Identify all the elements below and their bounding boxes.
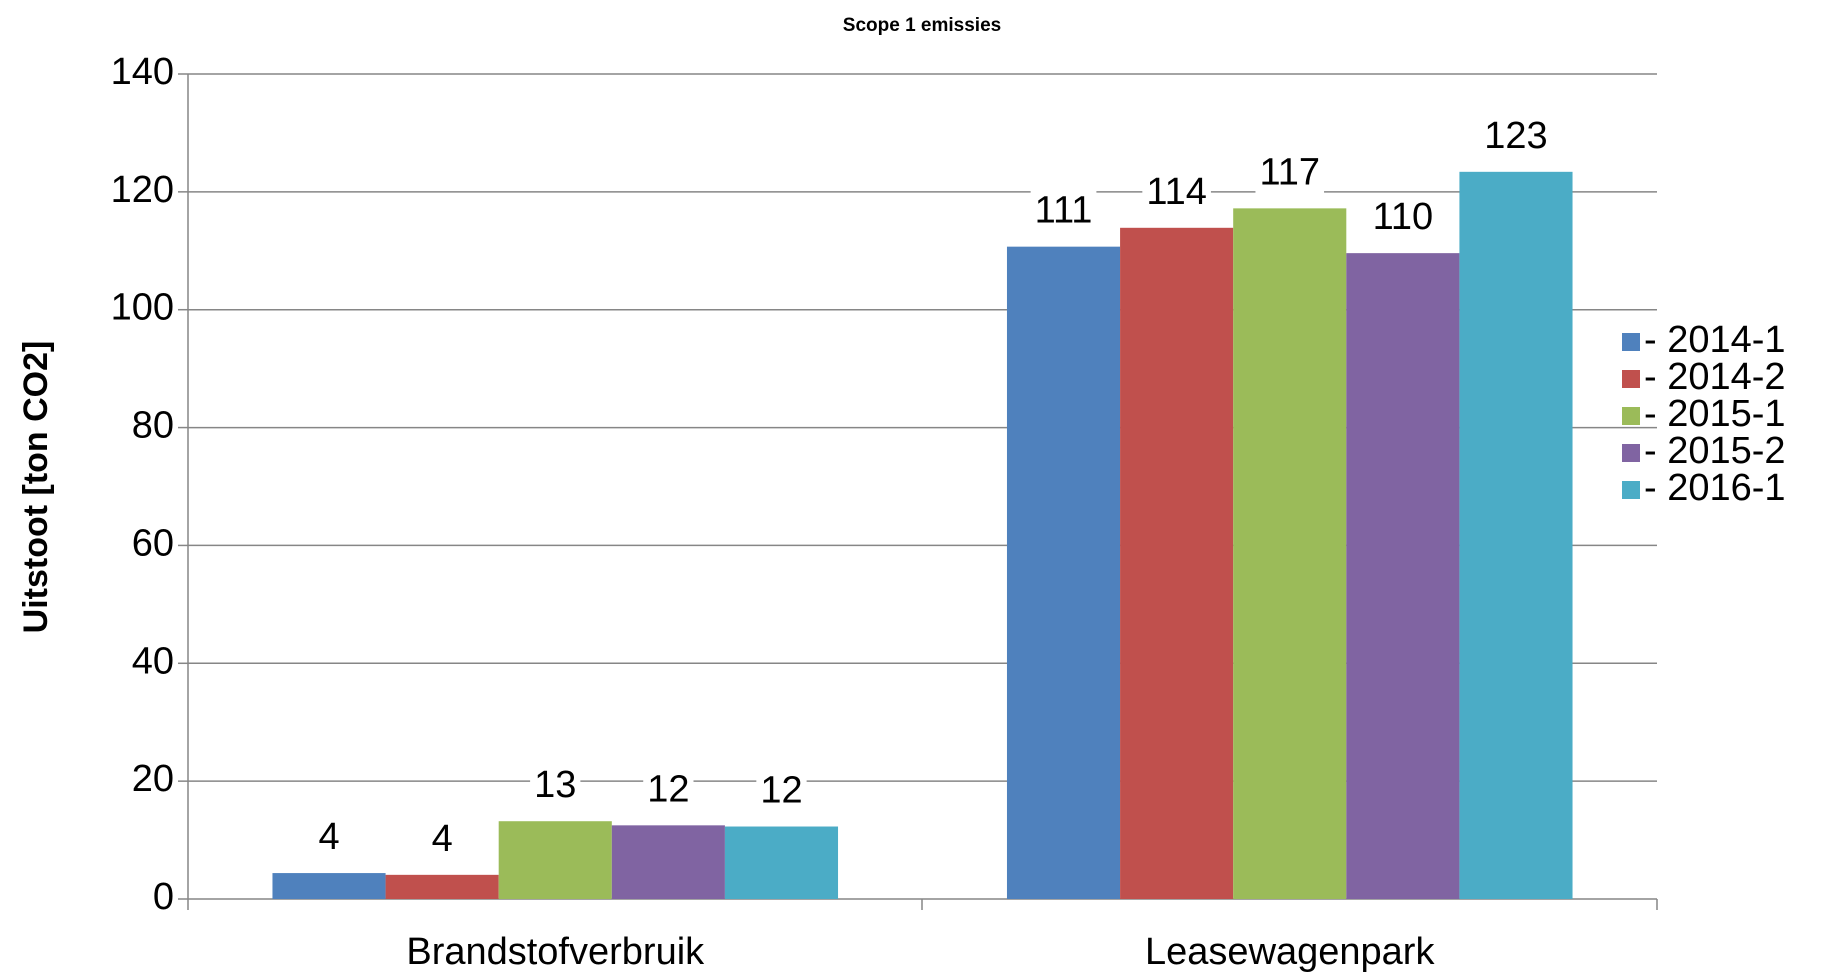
legend-swatch xyxy=(1622,333,1640,351)
y-tick-label: 100 xyxy=(111,287,174,329)
value-label: 13 xyxy=(534,764,576,806)
legend-label: - 2015-1 xyxy=(1644,393,1786,435)
y-tick-label: 40 xyxy=(132,640,174,682)
legend-swatch xyxy=(1622,407,1640,425)
label-background xyxy=(1368,196,1438,239)
label-background xyxy=(756,769,807,812)
y-tick-label: 140 xyxy=(111,51,174,93)
legend-label: - 2014-2 xyxy=(1644,356,1786,398)
value-label: 111 xyxy=(1035,190,1093,232)
y-tick-label: 0 xyxy=(153,876,174,918)
bar xyxy=(1459,171,1573,900)
label-background xyxy=(427,817,457,860)
y-axis-label: Uitstoot [ton CO2] xyxy=(17,341,55,634)
value-label: 123 xyxy=(1484,115,1547,157)
legend-label: - 2016-1 xyxy=(1644,467,1786,509)
label-background xyxy=(1030,189,1097,232)
value-label: 110 xyxy=(1373,196,1434,238)
y-tick-label: 80 xyxy=(132,405,174,447)
bar xyxy=(611,825,725,899)
legend-label: - 2014-1 xyxy=(1644,319,1786,361)
legend-swatch xyxy=(1622,481,1640,499)
legend-swatch xyxy=(1622,370,1640,388)
x-tick-label: Leasewagenpark xyxy=(1145,931,1435,973)
bar xyxy=(1120,227,1234,899)
y-tick-label: 120 xyxy=(111,169,174,211)
bar xyxy=(1346,253,1460,900)
bar xyxy=(724,826,839,899)
legend-label: - 2015-2 xyxy=(1644,430,1786,472)
label-background xyxy=(314,816,344,859)
bar xyxy=(498,821,612,899)
bar xyxy=(272,873,386,899)
chart-title: Scope 1 emissies xyxy=(843,15,1001,36)
label-background xyxy=(530,764,581,807)
bar xyxy=(385,874,499,899)
value-label: 4 xyxy=(318,816,339,858)
value-label: 12 xyxy=(647,768,689,810)
label-background xyxy=(1255,151,1325,194)
y-tick-label: 20 xyxy=(132,758,174,800)
legend-swatch xyxy=(1622,444,1640,462)
bar xyxy=(1233,208,1347,899)
value-label: 4 xyxy=(432,818,453,860)
x-tick-label: Brandstofverbruik xyxy=(406,931,705,973)
label-background xyxy=(1480,114,1552,157)
y-tick-label: 60 xyxy=(132,522,174,564)
label-background xyxy=(1142,170,1211,213)
label-background xyxy=(643,768,694,811)
value-label: 117 xyxy=(1259,151,1320,193)
bar xyxy=(1006,246,1121,900)
value-label: 114 xyxy=(1146,171,1207,213)
value-label: 12 xyxy=(760,770,802,812)
